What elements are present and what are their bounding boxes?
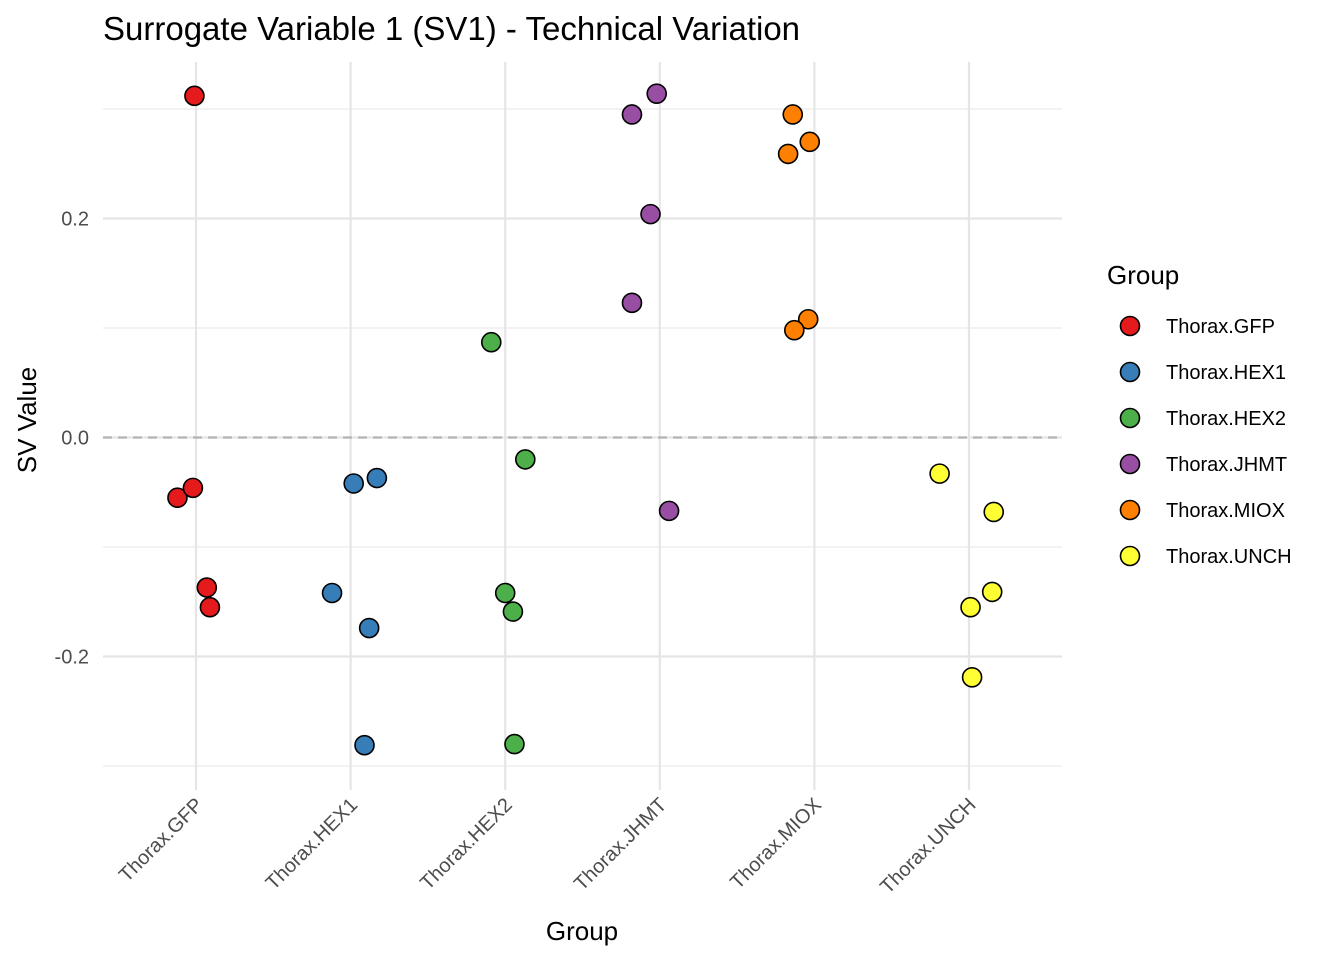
point-thorax-hex2-0 xyxy=(480,331,502,353)
grid-lines xyxy=(103,62,1062,790)
point-thorax-hex2-4 xyxy=(504,733,525,755)
y-tick-label: -0.2 xyxy=(55,647,89,669)
point-thorax-miox-4 xyxy=(784,319,805,341)
legend-key-thorax-jhmt xyxy=(1119,453,1141,475)
point-thorax-gfp-3 xyxy=(196,577,218,598)
point-thorax-miox-0 xyxy=(782,104,804,125)
point-thorax-miox-3 xyxy=(797,308,819,330)
legend-key-thorax-hex1 xyxy=(1119,361,1141,383)
point-thorax-hex1-0 xyxy=(343,473,364,494)
y-tick-label: 0.0 xyxy=(61,428,89,450)
point-thorax-jhmt-1 xyxy=(646,83,668,104)
point-thorax-hex1-4 xyxy=(354,734,375,756)
y-axis-title: SV Value xyxy=(12,367,42,473)
point-thorax-hex2-2 xyxy=(494,582,516,604)
x-tick-label: Thorax.HEX2 xyxy=(416,794,516,894)
point-thorax-jhmt-3 xyxy=(621,292,643,314)
legend-key-thorax-unch xyxy=(1119,545,1141,567)
x-axis-title: Group xyxy=(546,916,618,946)
legend: Group Thorax.GFP Thorax.HEX1 Thorax.HEX2 Th… xyxy=(1107,260,1292,568)
point-thorax-hex1-2 xyxy=(321,582,343,604)
point-thorax-hex2-1 xyxy=(514,449,536,470)
point-thorax-gfp-0 xyxy=(184,85,205,107)
point-thorax-gfp-4 xyxy=(199,596,221,618)
point-thorax-jhmt-2 xyxy=(640,203,661,225)
legend-label: Thorax.JHMT xyxy=(1166,454,1287,476)
point-thorax-jhmt-0 xyxy=(621,104,643,125)
point-thorax-hex1-3 xyxy=(358,617,380,639)
y-tick-labels: -0.2 0.0 0.2 xyxy=(55,209,89,669)
x-tick-label: Thorax.GFP xyxy=(115,794,208,887)
legend-title: Group xyxy=(1107,260,1179,290)
point-thorax-unch-0 xyxy=(929,463,950,484)
data-points xyxy=(167,83,1005,756)
x-tick-label: Thorax.UNCH xyxy=(876,794,980,898)
point-thorax-unch-2 xyxy=(981,581,1003,603)
point-thorax-gfp-2 xyxy=(182,477,204,499)
x-tick-label: Thorax.JHMT xyxy=(570,794,671,895)
legend-label: Thorax.HEX1 xyxy=(1166,362,1286,384)
x-tick-labels: Thorax.GFP Thorax.HEX1 Thorax.HEX2 Thorax.J… xyxy=(115,794,981,898)
y-tick-label: 0.2 xyxy=(61,209,89,231)
legend-label: Thorax.MIOX xyxy=(1166,500,1285,522)
legend-label: Thorax.GFP xyxy=(1166,316,1275,338)
point-thorax-unch-3 xyxy=(960,596,981,618)
legend-key-thorax-gfp xyxy=(1119,315,1141,337)
legend-label: Thorax.HEX2 xyxy=(1166,408,1286,430)
point-thorax-hex2-3 xyxy=(502,601,524,622)
point-thorax-miox-1 xyxy=(799,131,821,153)
chart-title: Surrogate Variable 1 (SV1) - Technical V… xyxy=(103,10,800,47)
legend-key-thorax-miox xyxy=(1119,499,1141,521)
point-thorax-unch-1 xyxy=(983,501,1005,523)
x-tick-label: Thorax.HEX1 xyxy=(262,794,362,894)
x-tick-label: Thorax.MIOX xyxy=(726,794,826,894)
legend-label: Thorax.UNCH xyxy=(1166,546,1292,568)
point-thorax-jhmt-4 xyxy=(658,500,680,522)
legend-key-thorax-hex2 xyxy=(1119,407,1141,429)
point-thorax-hex1-1 xyxy=(366,467,388,489)
point-thorax-unch-4 xyxy=(961,667,983,688)
point-thorax-miox-2 xyxy=(777,143,799,165)
point-thorax-gfp-1 xyxy=(167,487,188,509)
